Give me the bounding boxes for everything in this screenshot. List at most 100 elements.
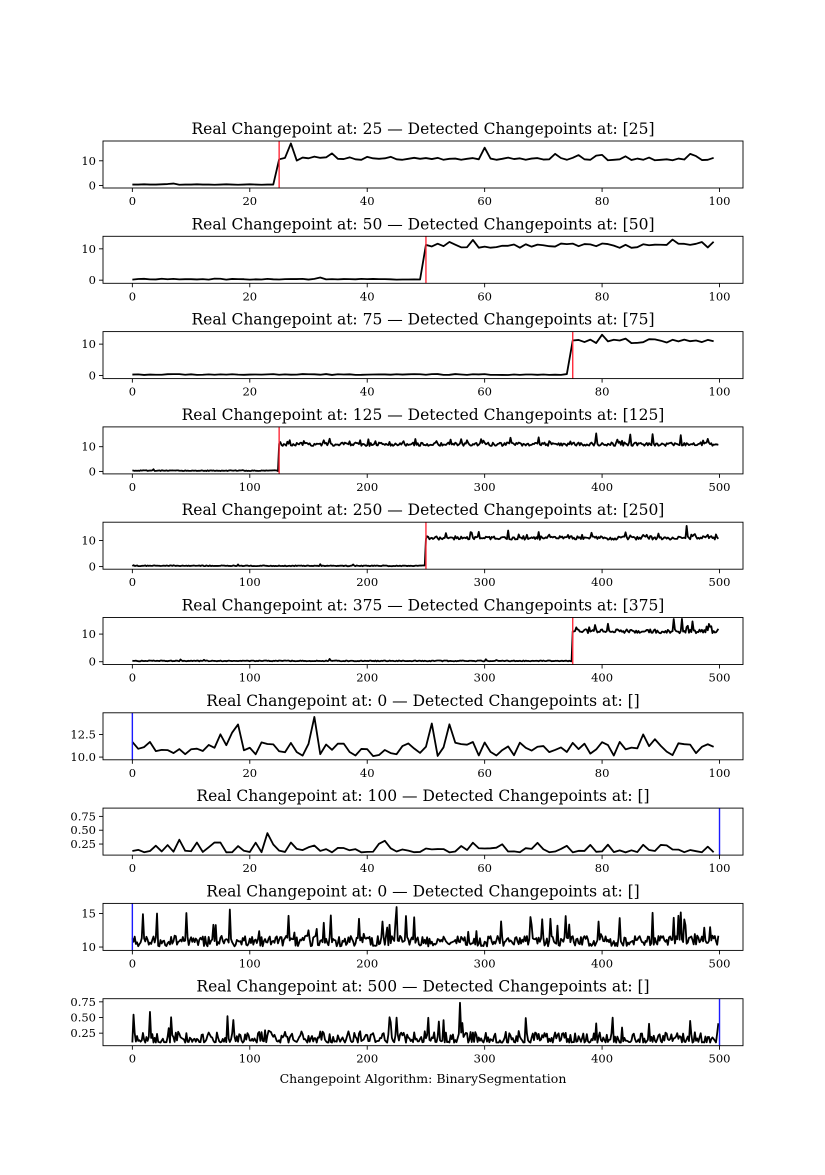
subplot-2: Real Changepoint at: 50 — Detected Chang… [81, 215, 744, 303]
y-tick-label: 0.25 [70, 1026, 96, 1040]
axes-frame [102, 617, 744, 665]
x-tick-label: 40 [360, 861, 375, 875]
y-tick-label: 0 [89, 368, 96, 382]
series-line [132, 238, 715, 281]
x-tick-label: 0 [129, 194, 136, 208]
x-tick-label: 60 [477, 766, 492, 780]
x-tick-label: 40 [360, 385, 375, 399]
y-tick-label: 0.50 [70, 823, 96, 837]
series-line [132, 432, 719, 472]
subplot-title: Real Changepoint at: 50 — Detected Chang… [191, 215, 654, 233]
x-tick-label: 80 [595, 194, 610, 208]
axes-frame [102, 140, 744, 189]
x-tick-label: 60 [477, 289, 492, 303]
x-tick-label: 100 [239, 480, 261, 494]
x-tick-label: 40 [360, 766, 375, 780]
y-tick-label: 0 [89, 464, 96, 478]
x-tick-label: 100 [709, 385, 731, 399]
y-tick-label: 0 [89, 273, 96, 287]
x-tick-label: 400 [591, 956, 613, 970]
x-tick-label: 100 [239, 671, 261, 685]
x-tick-label: 0 [129, 575, 136, 589]
x-tick-label: 300 [474, 480, 496, 494]
y-tick-label: 15 [81, 906, 96, 920]
subplot-title: Real Changepoint at: 75 — Detected Chang… [191, 311, 654, 329]
x-tick-label: 80 [595, 385, 610, 399]
x-tick-label: 100 [709, 194, 731, 208]
y-tick-label: 10 [81, 940, 96, 954]
x-tick-label: 500 [709, 480, 731, 494]
subplot-title: Real Changepoint at: 25 — Detected Chang… [191, 120, 654, 138]
x-tick-label: 500 [709, 956, 731, 970]
x-tick-label: 400 [591, 480, 613, 494]
series-line [131, 716, 715, 757]
axes-frame [102, 902, 744, 951]
y-tick-label: 10 [81, 440, 96, 454]
x-tick-label: 100 [709, 766, 731, 780]
y-tick-label: 10 [81, 242, 96, 256]
subplot-title: Real Changepoint at: 125 — Detected Chan… [182, 406, 665, 424]
series-line [132, 142, 714, 186]
x-tick-label: 40 [360, 289, 375, 303]
subplot-7: Real Changepoint at: 0 — Detected Change… [70, 692, 744, 780]
x-tick-label: 0 [129, 480, 136, 494]
y-tick-label: 10.0 [70, 750, 96, 764]
y-tick-label: 0.75 [70, 809, 96, 823]
x-tick-label: 200 [356, 480, 378, 494]
x-tick-label: 400 [591, 671, 613, 685]
subplot-title: Real Changepoint at: 500 — Detected Chan… [196, 978, 649, 996]
x-tick-label: 300 [474, 956, 496, 970]
y-tick-label: 10 [81, 154, 96, 168]
x-tick-label: 200 [356, 671, 378, 685]
subplot-title: Real Changepoint at: 100 — Detected Chan… [196, 787, 649, 805]
axes-frame [102, 998, 744, 1047]
x-tick-label: 60 [477, 861, 492, 875]
x-tick-label: 400 [591, 575, 613, 589]
x-tick-label: 500 [709, 575, 731, 589]
x-tick-label: 400 [591, 1052, 613, 1066]
x-tick-label: 80 [595, 861, 610, 875]
y-tick-label: 0.75 [70, 995, 96, 1009]
x-tick-label: 0 [129, 861, 136, 875]
x-tick-label: 0 [129, 671, 136, 685]
x-tick-label: 20 [242, 194, 257, 208]
x-tick-label: 20 [242, 861, 257, 875]
x-tick-label: 200 [356, 956, 378, 970]
x-tick-label: 300 [474, 1052, 496, 1066]
subplot-3: Real Changepoint at: 75 — Detected Chang… [81, 311, 744, 399]
x-tick-label: 60 [477, 385, 492, 399]
x-tick-label: 100 [709, 861, 731, 875]
x-tick-label: 100 [239, 575, 261, 589]
subplot-1: Real Changepoint at: 25 — Detected Chang… [81, 120, 744, 208]
subplot-6: Real Changepoint at: 375 — Detected Chan… [81, 597, 744, 685]
y-tick-label: 10 [81, 627, 96, 641]
y-tick-label: 10 [81, 337, 96, 351]
x-tick-label: 200 [356, 1052, 378, 1066]
x-tick-label: 20 [242, 289, 257, 303]
axes-frame [102, 426, 744, 475]
subplot-title: Real Changepoint at: 375 — Detected Chan… [182, 597, 665, 615]
x-tick-label: 0 [129, 289, 136, 303]
series-line [132, 333, 714, 376]
subplot-4: Real Changepoint at: 125 — Detected Chan… [81, 406, 744, 494]
x-tick-label: 100 [239, 956, 261, 970]
y-tick-label: 0.25 [70, 837, 96, 851]
x-tick-label: 80 [595, 766, 610, 780]
x-tick-label: 20 [242, 385, 257, 399]
axes-frame [102, 235, 744, 284]
x-tick-label: 300 [474, 575, 496, 589]
x-tick-label: 60 [477, 194, 492, 208]
subplot-title: Real Changepoint at: 250 — Detected Chan… [182, 501, 665, 519]
subplot-9: Real Changepoint at: 0 — Detected Change… [81, 882, 744, 970]
x-tick-label: 200 [356, 575, 378, 589]
x-tick-label: 0 [129, 385, 136, 399]
y-tick-label: 0 [89, 655, 96, 669]
y-tick-label: 10 [81, 533, 96, 547]
subplot-title: Real Changepoint at: 0 — Detected Change… [206, 882, 639, 900]
subplot-10: Real Changepoint at: 500 — Detected Chan… [70, 978, 744, 1066]
x-tick-label: 20 [242, 766, 257, 780]
subplot-title: Real Changepoint at: 0 — Detected Change… [206, 692, 639, 710]
x-tick-label: 0 [129, 766, 136, 780]
subplot-8: Real Changepoint at: 100 — Detected Chan… [70, 787, 744, 875]
